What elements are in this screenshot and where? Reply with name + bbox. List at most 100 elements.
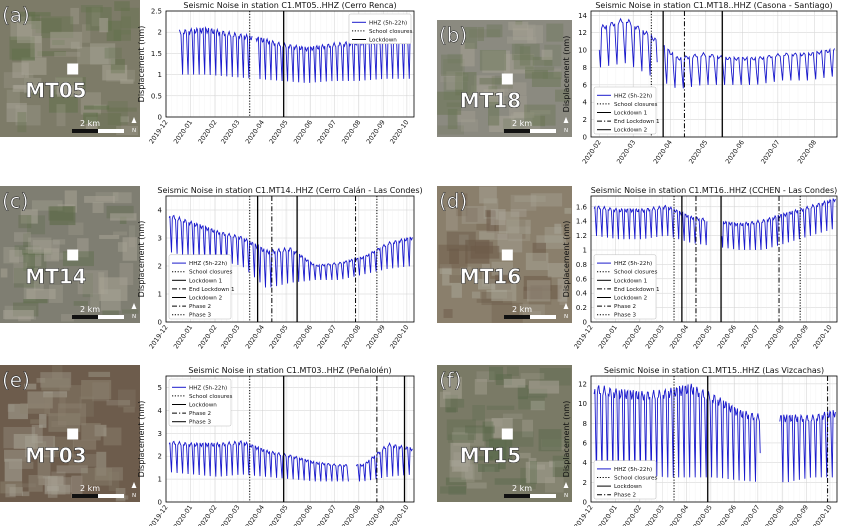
map-texture <box>35 18 62 34</box>
map-texture <box>500 82 527 96</box>
map-texture <box>511 43 540 61</box>
x-tick-label: 2020-08 <box>764 324 786 351</box>
map-texture <box>470 245 500 259</box>
map-texture <box>552 455 570 478</box>
map-texture <box>120 7 140 29</box>
y-tick-label: 2 <box>583 116 587 124</box>
y-tick-label: 8 <box>583 420 587 428</box>
x-tick-label: 2020-10 <box>388 324 410 351</box>
x-tick-label: 2020-05 <box>268 324 290 351</box>
y-tick-label: 12 <box>578 380 587 388</box>
north-arrow-icon <box>131 482 137 488</box>
map-texture <box>7 483 36 488</box>
legend-box <box>593 86 657 135</box>
map-texture <box>79 396 94 417</box>
map-texture <box>547 263 566 278</box>
map-texture <box>517 385 528 400</box>
y-tick-label: 5 <box>158 384 162 392</box>
map-texture <box>106 20 122 42</box>
map-texture <box>6 102 27 123</box>
plot-frame <box>165 10 415 118</box>
x-tick-label: 2020-06 <box>292 504 314 526</box>
map-texture <box>449 275 464 283</box>
x-tick-label: 2020-04 <box>668 324 690 351</box>
legend: HHZ (5h-22h) School closures Lockdown Phase… <box>593 460 657 500</box>
map-texture <box>44 477 73 493</box>
map-texture <box>37 455 51 479</box>
map-texture <box>476 298 503 303</box>
y-axis-label: Displacement (nm) <box>562 36 571 113</box>
map-texture <box>557 278 568 302</box>
legend-label: Lockdown <box>614 484 642 490</box>
map-texture <box>49 284 63 303</box>
map-texture <box>529 461 537 485</box>
legend-label: Lockdown 2 <box>614 296 647 302</box>
map-texture <box>116 125 139 136</box>
map-texture <box>46 486 59 491</box>
map-texture <box>446 407 456 413</box>
map-texture <box>83 105 110 110</box>
map-texture <box>486 405 515 410</box>
map-texture <box>104 47 122 59</box>
map-texture <box>455 72 477 96</box>
station-marker <box>501 73 513 85</box>
station-label: MT16 <box>460 265 521 289</box>
x-tick-label: 2020-07 <box>739 504 761 526</box>
map-texture <box>51 252 72 260</box>
map-texture <box>12 62 29 78</box>
chart-title: Seismic Noise in station C1.MT18..HHZ (C… <box>595 1 832 10</box>
map-texture <box>57 403 87 426</box>
plot-frame <box>165 195 415 323</box>
map-texture <box>13 262 28 284</box>
map-texture <box>440 486 467 494</box>
legend-label: Phase 2 <box>189 411 211 417</box>
map-texture <box>82 273 93 298</box>
series-line <box>168 440 413 482</box>
north-arrow-icon <box>563 482 569 488</box>
map-texture <box>38 475 64 486</box>
y-tick-label: 0 <box>583 499 587 507</box>
map-texture <box>120 79 134 84</box>
station-label: MT18 <box>460 89 521 113</box>
map-texture <box>488 438 513 461</box>
y-tick-label: 4 <box>158 407 163 415</box>
map-texture <box>71 475 83 498</box>
map-texture <box>47 476 58 498</box>
map-texture <box>472 405 485 421</box>
map-texture <box>465 425 495 434</box>
scale-bar-segment <box>72 494 98 498</box>
map-texture <box>50 31 83 49</box>
map-texture <box>465 207 478 222</box>
map-texture <box>478 463 500 472</box>
legend: HHZ (5h-22h) School closures Lockdown 1 End… <box>593 86 660 135</box>
north-arrow-label: N <box>132 493 136 499</box>
map-texture <box>4 458 23 482</box>
x-tick-label: 2020-02 <box>621 504 643 526</box>
map-texture <box>523 275 552 291</box>
panel-mt16: MT16 (d) 2 km N 0 0.2 0.4 0.6 0.8 1 1.2 1.4 1.6 2019-… <box>437 186 838 351</box>
plot-frame <box>165 375 415 503</box>
panel-letter: (a) <box>2 3 30 27</box>
north-arrow-label: N <box>564 128 568 134</box>
map-texture <box>43 248 60 262</box>
x-tick-label: 2020-03 <box>219 504 241 526</box>
map-texture <box>17 112 27 133</box>
north-arrow-icon <box>563 303 569 309</box>
map-texture <box>56 465 88 474</box>
map-texture <box>447 53 463 64</box>
legend-box <box>168 378 232 427</box>
y-tick-label: 6 <box>583 81 588 89</box>
map-texture <box>559 288 568 306</box>
station-label: MT05 <box>25 79 86 103</box>
chart: 0 0.5 1 1.5 2 2.5 2019-12 2020-01 2020-02 2020-03… <box>137 1 415 146</box>
x-tick-label: 2020-06 <box>292 324 314 351</box>
x-tick-label: 2020-10 <box>811 504 833 526</box>
map-texture <box>460 42 475 67</box>
scale-bar-segment <box>72 315 98 319</box>
map-texture <box>519 452 531 459</box>
y-tick-label: 3 <box>158 235 162 243</box>
map-texture <box>3 247 20 264</box>
map-texture <box>478 278 497 290</box>
x-tick-label: 2020-05 <box>268 119 290 146</box>
